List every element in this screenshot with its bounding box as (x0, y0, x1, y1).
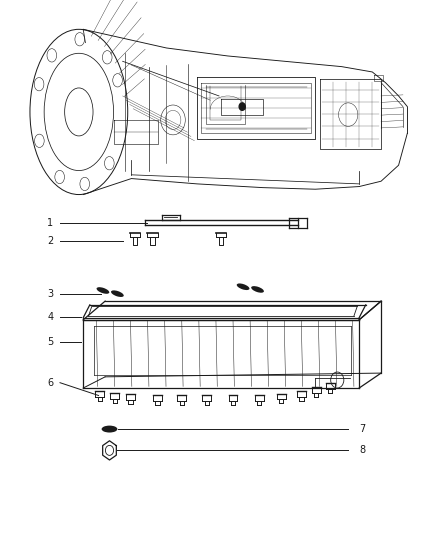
Circle shape (239, 103, 245, 110)
Ellipse shape (111, 290, 124, 297)
Text: 3: 3 (47, 289, 53, 299)
Text: 8: 8 (359, 446, 365, 455)
Ellipse shape (237, 284, 250, 290)
Text: 5: 5 (47, 337, 53, 347)
Text: 4: 4 (47, 312, 53, 322)
Text: 6: 6 (47, 378, 53, 387)
Ellipse shape (102, 425, 117, 433)
Ellipse shape (96, 287, 110, 294)
Text: 7: 7 (359, 424, 365, 434)
Text: 1: 1 (47, 218, 53, 228)
Ellipse shape (251, 286, 264, 293)
Text: 2: 2 (47, 237, 53, 246)
